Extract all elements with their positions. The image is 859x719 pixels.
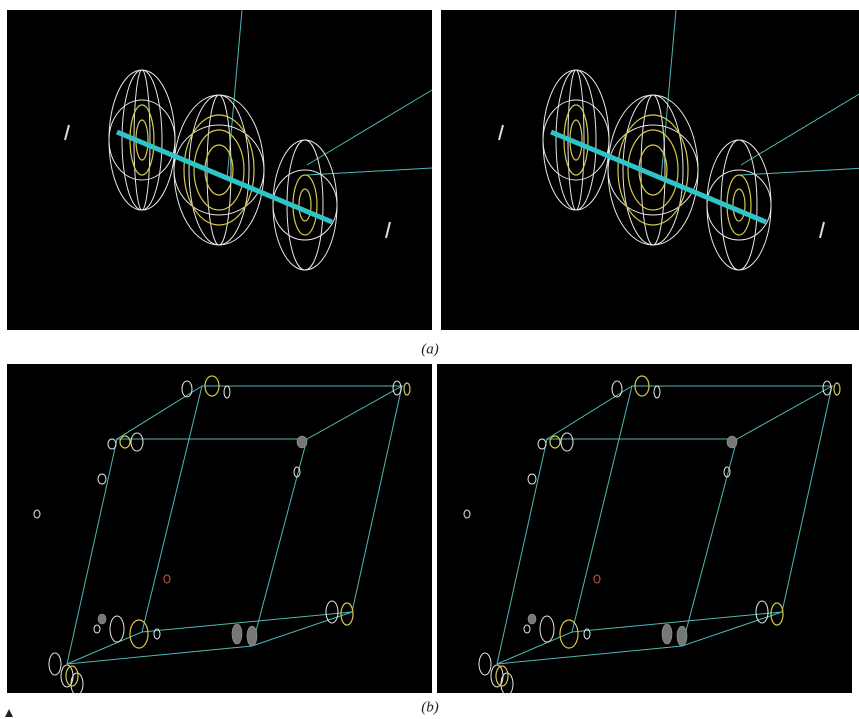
stereo-right-a <box>441 10 859 330</box>
figure: (a) (b) <box>0 0 859 719</box>
stereo-left-b <box>7 364 432 695</box>
gutter <box>852 364 859 693</box>
panel-label: (a) <box>421 341 439 357</box>
stereo-left-a <box>7 10 432 330</box>
panel-label: (b) <box>421 699 439 715</box>
corner-mark <box>5 709 13 717</box>
stereo-right-b <box>437 364 859 695</box>
